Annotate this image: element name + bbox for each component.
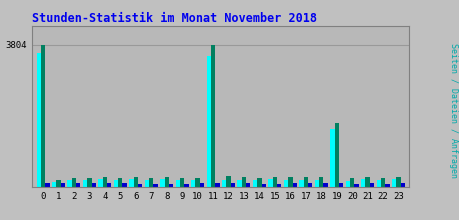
- Bar: [122, 183, 127, 187]
- Bar: [153, 184, 157, 187]
- Bar: [206, 56, 210, 187]
- Bar: [353, 184, 358, 187]
- Bar: [400, 183, 404, 187]
- Bar: [292, 183, 296, 187]
- Bar: [215, 183, 219, 187]
- Bar: [129, 179, 133, 187]
- Bar: [283, 180, 288, 187]
- Bar: [360, 179, 365, 187]
- Bar: [179, 178, 184, 187]
- Bar: [288, 177, 292, 187]
- Bar: [118, 178, 122, 187]
- Bar: [261, 184, 265, 187]
- Bar: [338, 183, 342, 187]
- Bar: [160, 179, 164, 187]
- Bar: [133, 178, 138, 187]
- Bar: [113, 180, 118, 187]
- Bar: [369, 183, 373, 187]
- Bar: [252, 180, 257, 187]
- Text: Seiten / Dateien / Anfragen: Seiten / Dateien / Anfragen: [448, 42, 457, 178]
- Bar: [87, 178, 91, 187]
- Bar: [246, 183, 250, 187]
- Bar: [107, 183, 111, 187]
- Bar: [102, 178, 107, 187]
- Bar: [323, 183, 327, 187]
- Bar: [184, 184, 188, 187]
- Bar: [168, 184, 173, 187]
- Bar: [314, 180, 319, 187]
- Bar: [36, 53, 41, 187]
- Bar: [138, 184, 142, 187]
- Bar: [276, 184, 281, 187]
- Bar: [56, 180, 61, 187]
- Bar: [376, 180, 380, 187]
- Bar: [98, 179, 102, 187]
- Bar: [257, 178, 261, 187]
- Bar: [365, 178, 369, 187]
- Bar: [237, 180, 241, 187]
- Bar: [226, 176, 230, 187]
- Bar: [385, 184, 389, 187]
- Bar: [299, 180, 303, 187]
- Bar: [230, 183, 235, 187]
- Bar: [91, 183, 95, 187]
- Bar: [175, 180, 179, 187]
- Bar: [319, 177, 323, 187]
- Bar: [241, 178, 246, 187]
- Bar: [330, 129, 334, 187]
- Bar: [164, 178, 168, 187]
- Bar: [145, 180, 149, 187]
- Bar: [52, 182, 56, 187]
- Bar: [303, 177, 308, 187]
- Bar: [41, 45, 45, 187]
- Bar: [83, 180, 87, 187]
- Bar: [349, 178, 353, 187]
- Bar: [72, 178, 76, 187]
- Bar: [195, 178, 199, 187]
- Bar: [272, 177, 276, 187]
- Bar: [222, 180, 226, 187]
- Bar: [67, 180, 72, 187]
- Bar: [61, 183, 65, 187]
- Bar: [190, 180, 195, 187]
- Bar: [199, 183, 204, 187]
- Bar: [396, 178, 400, 187]
- Bar: [76, 183, 80, 187]
- Bar: [210, 45, 215, 187]
- Bar: [45, 183, 50, 187]
- Bar: [334, 123, 338, 187]
- Bar: [268, 179, 272, 187]
- Bar: [345, 181, 349, 187]
- Bar: [308, 183, 312, 187]
- Bar: [380, 178, 385, 187]
- Bar: [391, 179, 396, 187]
- Text: Stunden-Statistik im Monat November 2018: Stunden-Statistik im Monat November 2018: [32, 12, 317, 25]
- Bar: [149, 178, 153, 187]
